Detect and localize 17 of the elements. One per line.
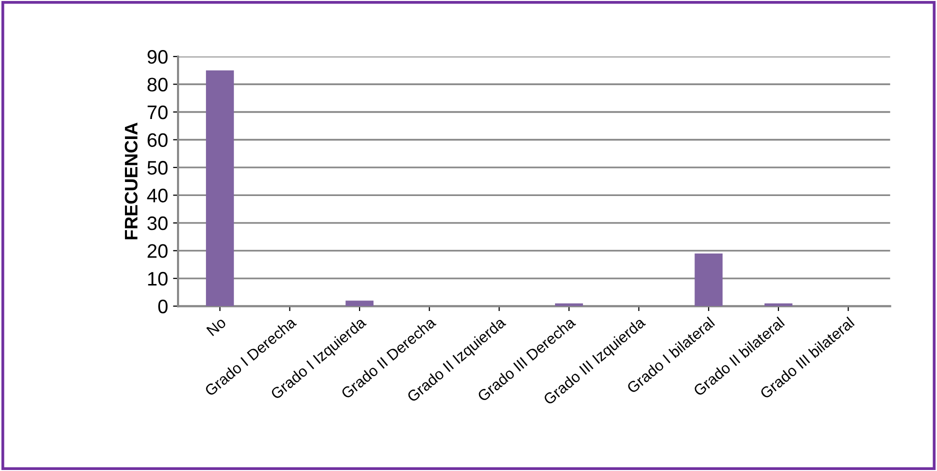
y-tick-label: 40 bbox=[147, 188, 168, 202]
y-tick-label: 10 bbox=[148, 272, 168, 286]
x-tick-label: No bbox=[206, 316, 227, 336]
y-tick-label: 0 bbox=[158, 300, 168, 314]
y-axis-title: FRECUENCIA bbox=[124, 122, 138, 240]
bar bbox=[694, 253, 723, 306]
bar bbox=[555, 303, 583, 306]
bar bbox=[346, 300, 374, 306]
y-tick-label: 50 bbox=[147, 160, 168, 175]
y-tick-label: 80 bbox=[148, 78, 168, 92]
bar bbox=[764, 303, 792, 306]
y-tick-label: 20 bbox=[148, 244, 168, 258]
y-tick-label: 70 bbox=[148, 105, 168, 120]
y-tick-label: 90 bbox=[148, 50, 168, 64]
bar bbox=[206, 70, 234, 306]
y-tick-label: 60 bbox=[148, 133, 168, 147]
y-tick-label: 30 bbox=[147, 216, 168, 230]
